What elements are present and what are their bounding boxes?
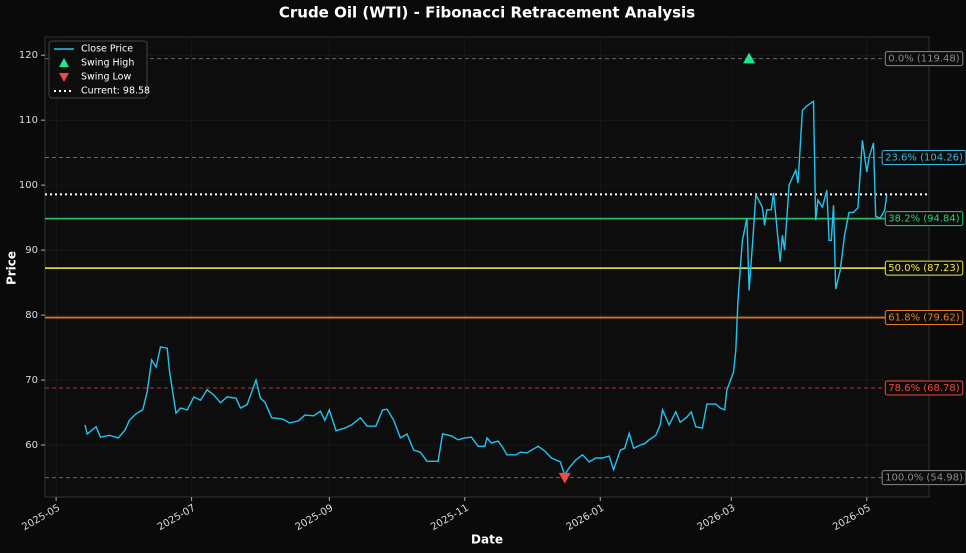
y-tick-label: 80 (25, 310, 38, 321)
fib-label: 78.6% (68.78) (884, 380, 964, 396)
x-axis-label: Date (471, 533, 503, 547)
fib-label-box (884, 211, 964, 227)
x-tick-label: 2025-07 (156, 503, 198, 533)
fib-label: 0.0% (119.48) (884, 51, 964, 67)
fib-label-box (884, 310, 964, 326)
legend: Close Price Swing High Swing Low Current: 9… (48, 40, 150, 99)
x-tick-label: 2025-09 (294, 503, 336, 533)
fib-label-text: 100.0% (54.98) (885, 473, 963, 484)
swing-marker (558, 472, 571, 484)
x-tick-label: 2025-05 (20, 503, 62, 533)
y-tick-label: 110 (19, 115, 38, 126)
fib-label: 61.8% (79.62) (884, 310, 964, 326)
fib-label: 38.2% (94.84) (884, 211, 964, 227)
y-tick-label: 60 (25, 440, 38, 451)
fib-label-box (884, 380, 964, 396)
y-tick-label: 120 (19, 50, 38, 61)
fib-label-text: 38.2% (94.84) (888, 214, 959, 225)
fib-label-text: 0.0% (119.48) (888, 54, 959, 65)
plot-area (44, 36, 930, 498)
y-tick-label: 100 (19, 180, 38, 191)
x-tick-label: 2026-05 (831, 503, 873, 533)
y-tick-label: 70 (25, 375, 38, 386)
y-axis-label: Price (5, 251, 19, 285)
legend-label: Swing High (81, 58, 134, 69)
fib-label-box (884, 51, 964, 67)
fib-label-text: 50.0% (87.23) (888, 263, 959, 274)
chart-title: Crude Oil (WTI) - Fibonacci Retracement … (279, 4, 695, 22)
legend-swatch (59, 73, 69, 82)
fib-label-text: 61.8% (79.62) (888, 313, 959, 324)
fib-label: 100.0% (54.98) (881, 470, 966, 486)
fib-label-text: 78.6% (68.78) (888, 383, 959, 394)
fib-label-box (884, 260, 964, 276)
legend-label: Current: 98.58 (81, 86, 150, 97)
swing-marker (743, 52, 756, 64)
legend-label: Close Price (81, 44, 133, 55)
y-tick-label: 90 (25, 245, 38, 256)
legend-swatch (59, 58, 69, 67)
x-tick-label: 2025-11 (429, 503, 471, 533)
fib-label: 23.6% (104.26) (881, 149, 966, 165)
price-line (84, 99, 888, 477)
fib-label-text: 23.6% (104.26) (885, 152, 963, 163)
x-tick-label: 2026-03 (696, 503, 738, 533)
fib-label: 50.0% (87.23) (884, 260, 964, 276)
legend-box (48, 40, 148, 99)
legend-label: Swing Low (81, 72, 131, 83)
x-tick-label: 2026-01 (565, 503, 607, 533)
